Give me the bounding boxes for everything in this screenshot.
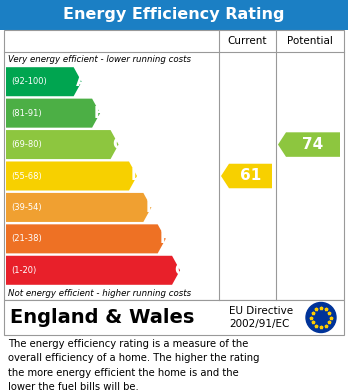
Polygon shape xyxy=(6,99,100,127)
Text: D: D xyxy=(131,169,144,183)
Polygon shape xyxy=(6,161,137,190)
Bar xyxy=(4,30,344,300)
Text: C: C xyxy=(112,137,124,152)
Text: Potential: Potential xyxy=(287,36,333,46)
Polygon shape xyxy=(6,224,166,253)
Text: Energy Efficiency Rating: Energy Efficiency Rating xyxy=(63,7,285,23)
Bar xyxy=(4,300,344,335)
Text: Very energy efficient - lower running costs: Very energy efficient - lower running co… xyxy=(8,54,191,63)
Polygon shape xyxy=(6,193,151,222)
Polygon shape xyxy=(6,67,82,96)
Text: 74: 74 xyxy=(302,137,324,152)
Text: A: A xyxy=(76,74,87,89)
Text: E: E xyxy=(145,200,156,215)
Text: (69-80): (69-80) xyxy=(11,140,42,149)
Text: The energy efficiency rating is a measure of the
overall efficiency of a home. T: The energy efficiency rating is a measur… xyxy=(8,339,260,391)
Polygon shape xyxy=(6,256,180,285)
Text: F: F xyxy=(160,231,170,246)
Polygon shape xyxy=(278,132,340,157)
Text: Not energy efficient - higher running costs: Not energy efficient - higher running co… xyxy=(8,289,191,298)
Text: B: B xyxy=(94,106,106,121)
Text: Current: Current xyxy=(228,36,267,46)
Text: (39-54): (39-54) xyxy=(11,203,42,212)
Polygon shape xyxy=(221,164,272,188)
Text: (81-91): (81-91) xyxy=(11,109,42,118)
Polygon shape xyxy=(6,130,119,159)
Text: 61: 61 xyxy=(240,169,261,183)
Text: (21-38): (21-38) xyxy=(11,234,42,243)
Bar xyxy=(0,0,348,30)
Text: (92-100): (92-100) xyxy=(11,77,47,86)
Text: England & Wales: England & Wales xyxy=(10,308,195,327)
Text: EU Directive
2002/91/EC: EU Directive 2002/91/EC xyxy=(229,306,293,329)
Text: G: G xyxy=(174,263,187,278)
Text: (1-20): (1-20) xyxy=(11,266,36,275)
Text: (55-68): (55-68) xyxy=(11,172,42,181)
Circle shape xyxy=(306,303,336,332)
